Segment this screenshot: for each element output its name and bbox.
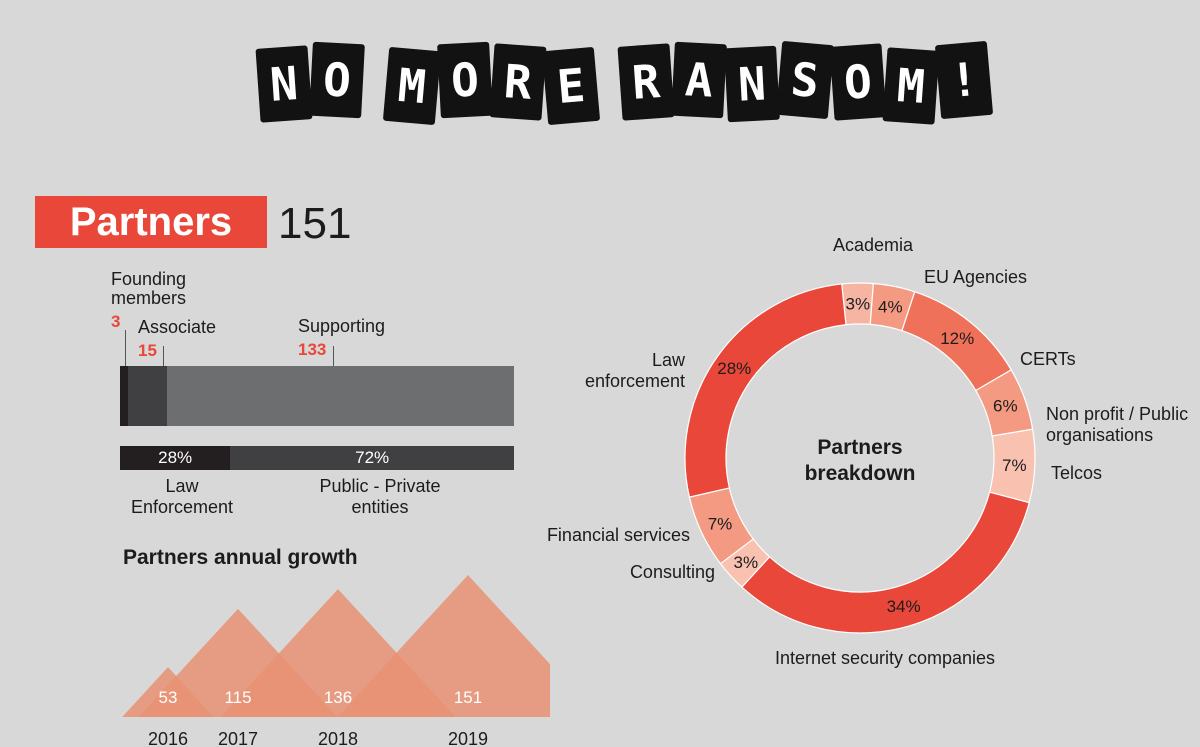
title-letter-tile: M: [382, 46, 442, 126]
donut-pct-label: 28%: [717, 359, 751, 378]
donut-pct-label: 4%: [878, 297, 903, 316]
title-letter-tile: M: [882, 47, 940, 125]
growth-value-label: 151: [454, 688, 482, 707]
title-letter-tile: S: [775, 40, 835, 120]
title-letter-tile: R: [617, 43, 675, 121]
donut-pct-label: 3%: [846, 295, 871, 314]
partner-type-bar: 28% 72%: [120, 446, 514, 470]
public-private-segment-pct-label: 72%: [355, 448, 390, 467]
associate-value: 15: [138, 341, 157, 360]
growth-value-label: 115: [224, 688, 251, 707]
title-letter-tile: E: [541, 46, 601, 126]
donut-pct-label: 7%: [1002, 456, 1027, 475]
growth-triangle-2019: [337, 575, 550, 717]
title-letter-tile: R: [489, 43, 547, 121]
law-enforcement-segment: [120, 446, 231, 470]
supporting-segment: [166, 366, 514, 426]
title-letter-tile: O: [437, 41, 493, 119]
growth-value-label: 136: [324, 688, 352, 707]
donut-category-label: Non profit / Public organisations: [1046, 404, 1189, 445]
title-letter-tile: N: [255, 45, 313, 123]
growth-year-label: 2016: [148, 729, 188, 747]
founding-members-label: Founding members: [111, 269, 187, 308]
growth-chart: 53 2016 115 2017 136 2018 151 2019: [122, 575, 550, 747]
partners-heading: Partners: [35, 196, 267, 248]
title-letter-tile: A: [671, 41, 727, 119]
donut-category-label: Academia: [833, 235, 914, 255]
donut-pct-label: 7%: [708, 514, 733, 533]
supporting-value: 133: [298, 340, 327, 359]
title-letter-tile: N: [724, 45, 780, 123]
growth-value-label: 53: [159, 688, 178, 707]
donut-category-label: Telcos: [1051, 463, 1103, 483]
donut-slice: [741, 491, 1030, 634]
supporting-tick: [333, 346, 334, 366]
donut-pct-label: 6%: [993, 397, 1018, 416]
donut-category-label: CERTs: [1020, 349, 1076, 369]
donut-center-subtitle: breakdown: [805, 462, 916, 485]
donut-center-title: Partners: [817, 436, 902, 459]
law-enforcement-label: Law Enforcement: [130, 476, 234, 517]
donut-pct-label: 3%: [734, 553, 759, 572]
donut-category-label: Internet security companies: [774, 648, 996, 668]
title-letter-tile: !: [934, 40, 994, 120]
law-enforcement-segment-pct-label: 28%: [158, 448, 193, 467]
page-title: N O M O R E R A N S O M!: [255, 40, 994, 135]
partners-total: 151: [278, 199, 352, 248]
public-private-segment: [230, 446, 514, 470]
founding-members-value: 3: [111, 312, 121, 331]
public-private-label: Public - Private entities: [319, 476, 441, 517]
growth-year-label: 2019: [448, 729, 488, 747]
associate-segment: [127, 366, 167, 426]
growth-title: Partners annual growth: [123, 546, 358, 569]
growth-year-label: 2018: [318, 729, 358, 747]
partners-breakdown-donut: 3% 4% 12% 6% 7% 34% 3% 7% 28% Partners breakdown: [684, 282, 1036, 634]
title-letter-tile: O: [829, 43, 887, 121]
founding-tick: [125, 330, 126, 366]
supporting-label: Supporting: [298, 316, 386, 336]
membership-bar: [120, 366, 514, 426]
founding-segment: [120, 366, 128, 426]
associate-tick: [163, 346, 164, 366]
donut-pct-label: 34%: [887, 597, 921, 616]
growth-year-label: 2017: [218, 729, 258, 747]
donut-slice: [684, 283, 847, 498]
donut-category-label: Financial services: [546, 525, 690, 545]
donut-category-label: Consulting: [629, 562, 715, 582]
donut-category-label: Law enforcement: [584, 350, 685, 391]
donut-category-label: EU Agencies: [924, 267, 1028, 287]
associate-label: Associate: [138, 317, 217, 337]
title-letter-tile: O: [309, 41, 365, 119]
donut-pct-label: 12%: [940, 329, 974, 348]
